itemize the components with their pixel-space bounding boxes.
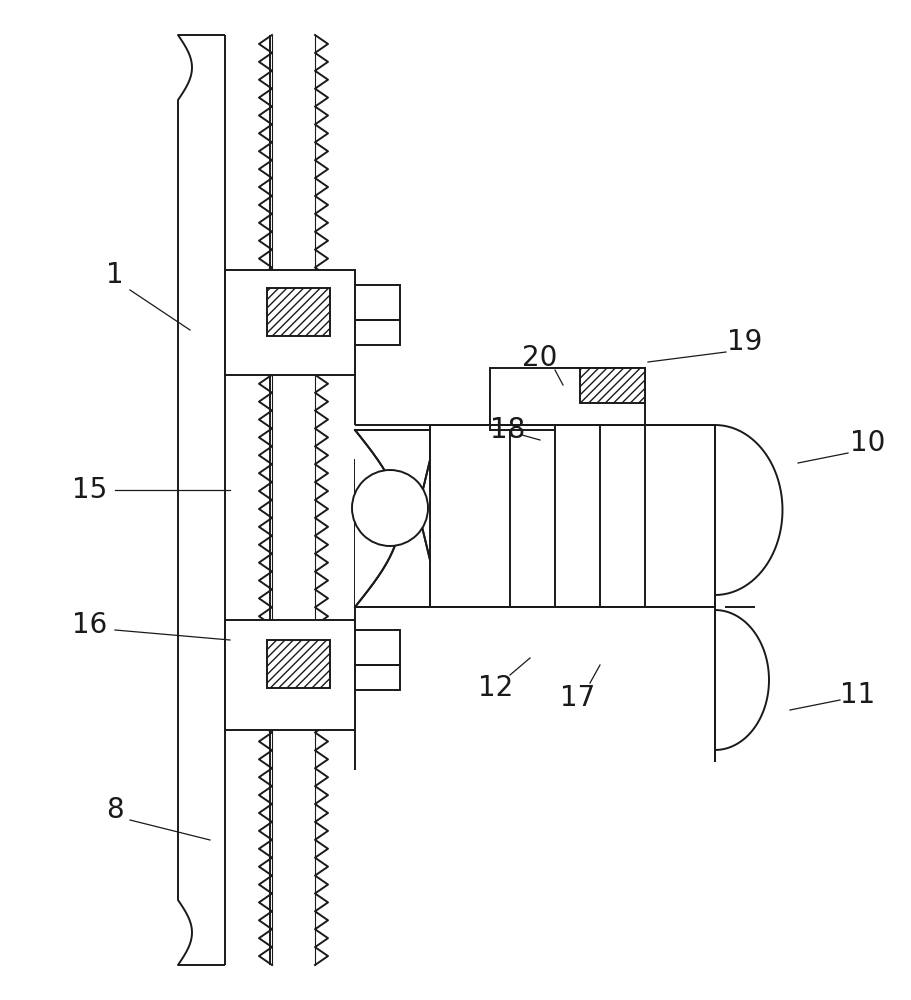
Bar [354, 665, 400, 690]
Bar [555, 368, 579, 403]
Bar [579, 368, 644, 403]
Polygon shape [354, 430, 429, 607]
Bar [489, 368, 644, 425]
Text: 20: 20 [522, 344, 557, 372]
Bar [354, 460, 429, 607]
Text: 10: 10 [849, 429, 885, 457]
Bar [267, 288, 330, 336]
Text: 8: 8 [106, 796, 124, 824]
Bar [489, 390, 555, 430]
Bar [225, 620, 354, 730]
Bar [354, 285, 400, 320]
Text: 19: 19 [726, 328, 762, 356]
Bar [267, 640, 330, 688]
Bar [354, 630, 400, 665]
Text: 12: 12 [478, 674, 513, 702]
Text: 18: 18 [490, 416, 525, 444]
Circle shape [352, 470, 427, 546]
Bar [354, 320, 400, 345]
Text: 1: 1 [106, 261, 124, 289]
Text: 15: 15 [72, 476, 107, 504]
Text: 17: 17 [559, 684, 595, 712]
Polygon shape [354, 430, 429, 607]
Bar [429, 425, 714, 607]
Text: 16: 16 [72, 611, 107, 639]
Bar [225, 270, 354, 375]
Text: 11: 11 [839, 681, 875, 709]
